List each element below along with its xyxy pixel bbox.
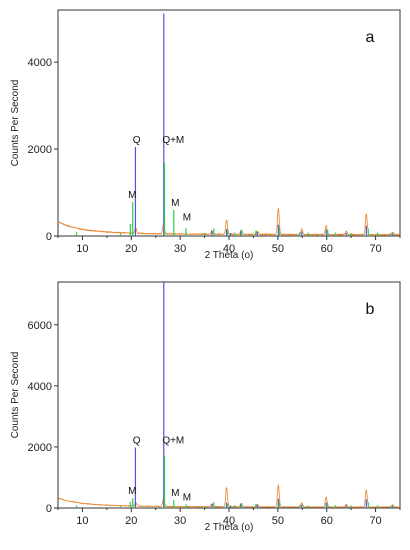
x-axis-title: 2 Theta (o) [205, 250, 254, 261]
plot-area [58, 282, 400, 508]
panel-label: a [366, 29, 375, 46]
plot-frame [57, 9, 401, 237]
x-tick-label: 50 [272, 515, 284, 527]
peak-annotation: Q [133, 135, 141, 146]
peak-annotation: M [183, 213, 191, 224]
x-tick-label: 50 [272, 243, 284, 255]
y-tick-label: 4000 [28, 57, 52, 69]
y-tick-label: 2000 [28, 144, 52, 156]
panel-label: b [366, 301, 375, 318]
peak-annotation: Q+M [162, 135, 184, 146]
x-tick-label: 70 [369, 243, 381, 255]
y-axis-title: Counts Per Second [10, 352, 21, 439]
y-tick-label: 0 [46, 231, 52, 243]
x-axis-title: 2 Theta (o) [205, 522, 254, 533]
y-tick-label: 6000 [28, 320, 52, 332]
plot-frame [57, 281, 401, 509]
x-tick-label: 20 [125, 515, 137, 527]
peak-annotation: M [171, 488, 179, 499]
raw-pattern-line [58, 207, 400, 236]
x-tick-label: 60 [321, 243, 333, 255]
x-tick-label: 10 [76, 243, 88, 255]
x-tick-label: 40 [223, 243, 235, 255]
y-axis-title: Counts Per Second [10, 80, 21, 167]
x-tick-label: 70 [369, 515, 381, 527]
x-tick-label: 60 [321, 515, 333, 527]
y-tick-label: 0 [46, 503, 52, 515]
peak-annotation: M [183, 492, 191, 503]
plot-area [58, 13, 400, 236]
x-tick-label: 20 [125, 243, 137, 255]
peak-annotation: M [171, 198, 179, 209]
x-tick-label: 30 [174, 515, 186, 527]
peak-annotation: M [128, 486, 136, 497]
peak-annotation: Q+M [162, 436, 184, 447]
peak-annotation: Q [133, 436, 141, 447]
y-tick-label: 2000 [28, 442, 52, 454]
xrd-panel-a: 10 20 30 40 50 60 70 0 2000 4000 2 Theta (o) Counts… [10, 9, 401, 261]
xrd-panel-b: 10 20 30 40 50 60 70 0 2000 4000 6000 2 Theta (o) Co… [10, 281, 401, 533]
x-tick-label: 10 [76, 515, 88, 527]
raw-pattern-line [58, 484, 400, 508]
x-tick-label: 40 [223, 515, 235, 527]
peak-annotation: M [128, 190, 136, 201]
x-tick-label: 30 [174, 243, 186, 255]
y-tick-label: 4000 [28, 381, 52, 393]
